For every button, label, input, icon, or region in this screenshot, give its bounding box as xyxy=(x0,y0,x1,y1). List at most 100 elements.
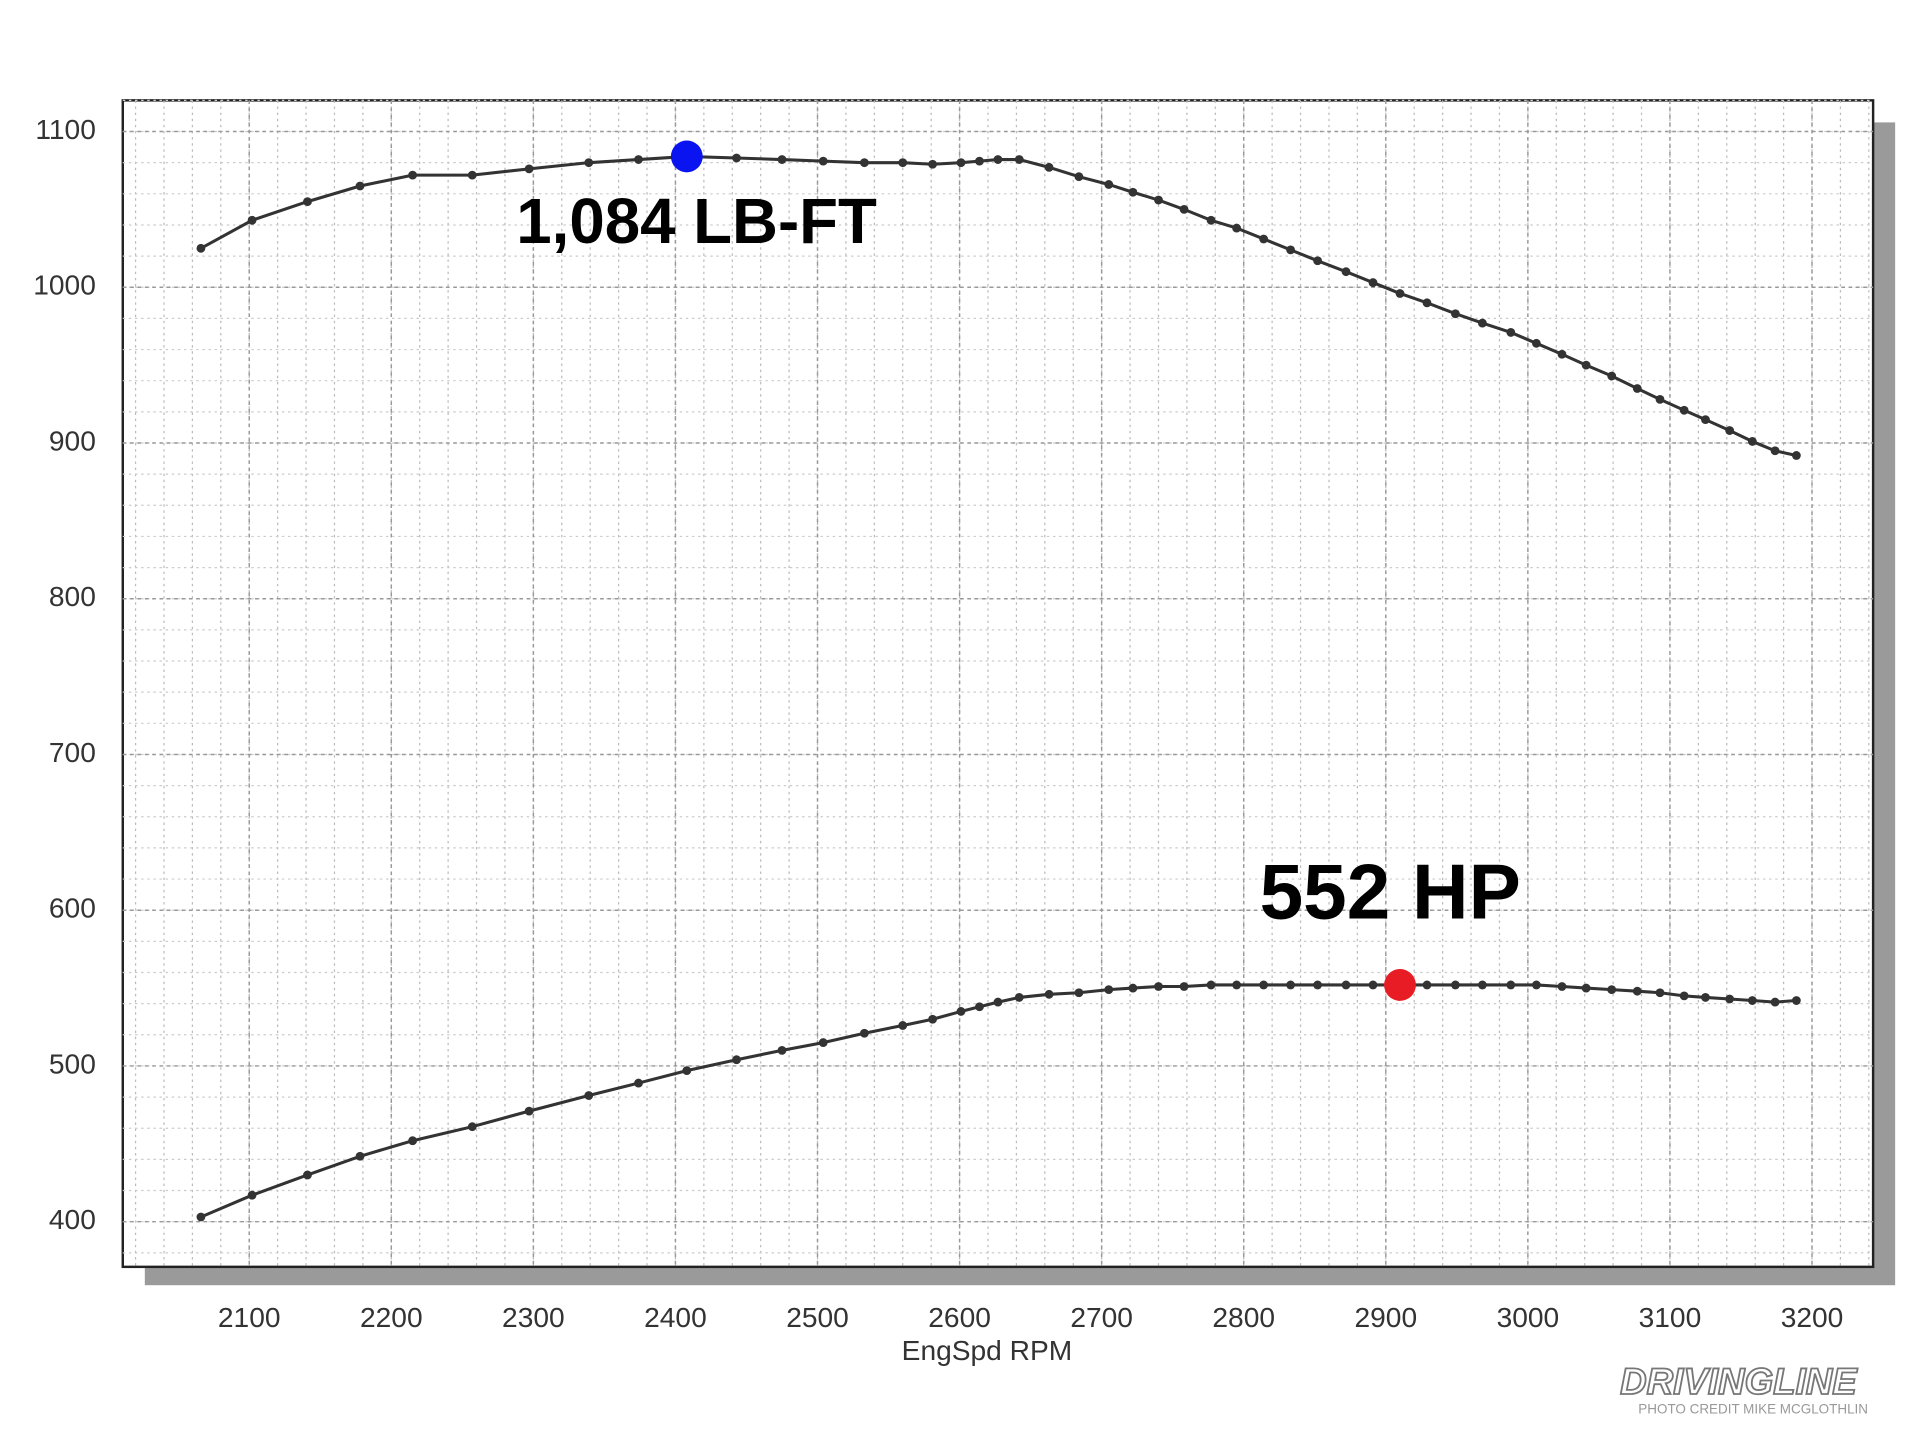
data-point xyxy=(524,164,534,174)
data-point xyxy=(1725,994,1735,1004)
data-point xyxy=(1581,360,1591,370)
data-point xyxy=(1506,980,1516,990)
data-point xyxy=(1531,338,1541,348)
data-point xyxy=(1014,993,1024,1002)
data-point xyxy=(1154,195,1163,205)
data-point xyxy=(1725,426,1735,435)
data-point xyxy=(818,156,828,166)
data-point xyxy=(732,1055,741,1065)
data-point xyxy=(956,1007,966,1016)
data-point xyxy=(1104,985,1114,995)
watermark: DRIVINGLINE xyxy=(1620,1361,1858,1402)
data-point xyxy=(928,159,937,169)
data-point xyxy=(1259,234,1269,244)
data-point xyxy=(1557,982,1567,991)
data-point xyxy=(1044,989,1054,999)
x-tick-label: 2400 xyxy=(644,1302,707,1333)
data-point xyxy=(1557,349,1567,359)
y-tick-label: 400 xyxy=(49,1204,96,1235)
data-point xyxy=(1607,371,1617,381)
data-point xyxy=(732,153,741,163)
data-point xyxy=(1395,289,1405,298)
x-tick-label: 2300 xyxy=(502,1302,565,1333)
data-point xyxy=(584,1091,594,1100)
ticks: 2100 2200 2300 2400 2500 2600 2700 2800 2900 3000… xyxy=(33,114,1843,1333)
peak-annotation: 1,084 LB-FT xyxy=(516,186,877,257)
data-point xyxy=(408,170,418,180)
data-point xyxy=(1313,980,1323,990)
x-tick-label: 2700 xyxy=(1070,1302,1133,1333)
data-point xyxy=(1259,980,1269,990)
data-point xyxy=(1791,451,1801,460)
data-point xyxy=(1179,982,1189,991)
data-point xyxy=(1368,278,1378,287)
data-point xyxy=(1206,215,1216,225)
data-point xyxy=(1478,980,1487,990)
data-point xyxy=(1478,318,1487,328)
data-point xyxy=(898,158,908,168)
data-point xyxy=(303,1170,312,1180)
data-point xyxy=(1791,996,1801,1005)
data-point xyxy=(467,170,477,180)
data-point xyxy=(408,1136,418,1146)
data-point xyxy=(634,1078,643,1088)
data-point xyxy=(1206,980,1216,990)
series-line xyxy=(200,154,1797,457)
data-point xyxy=(975,1002,984,1012)
data-point xyxy=(993,155,1003,164)
x-tick-label: 3200 xyxy=(1781,1302,1844,1333)
data-point xyxy=(355,1151,365,1161)
data-point xyxy=(1679,991,1689,1001)
data-point xyxy=(1701,415,1710,425)
x-tick-label: 3100 xyxy=(1639,1302,1702,1333)
x-axis-label: EngSpd RPM xyxy=(902,1335,1072,1366)
x-tick-label: 2800 xyxy=(1212,1302,1275,1333)
grid xyxy=(122,99,1874,1267)
data-point xyxy=(1341,267,1351,277)
data-point xyxy=(1074,172,1084,182)
plot-frame xyxy=(121,99,1875,1269)
data-point xyxy=(1655,988,1665,998)
data-point xyxy=(1232,980,1242,990)
data-point xyxy=(196,1212,206,1222)
data-point xyxy=(1286,980,1296,990)
y-tick-label: 500 xyxy=(49,1048,96,1079)
data-point xyxy=(975,156,984,166)
data-point xyxy=(303,197,312,207)
data-point xyxy=(1655,394,1665,404)
data-point xyxy=(818,1038,828,1047)
data-point xyxy=(1128,187,1138,197)
peak-marker xyxy=(1384,969,1416,1001)
data-point xyxy=(1679,405,1689,415)
data-point xyxy=(928,1014,937,1024)
data-point xyxy=(682,1066,692,1076)
data-point xyxy=(1607,985,1617,995)
data-point xyxy=(1451,980,1460,990)
y-tick-label: 600 xyxy=(49,893,96,924)
data-point xyxy=(1014,155,1024,164)
y-tick-label: 800 xyxy=(49,581,96,612)
data-point xyxy=(777,1045,787,1055)
y-tick-label: 700 xyxy=(49,737,96,768)
data-point xyxy=(1747,996,1757,1005)
data-point xyxy=(1422,298,1432,308)
y-tick-label: 900 xyxy=(49,425,96,456)
x-tick-label: 2500 xyxy=(786,1302,849,1333)
data-point xyxy=(1341,980,1351,990)
x-tick-label: 2100 xyxy=(218,1302,281,1333)
data-point xyxy=(1232,223,1242,233)
x-tick-label: 2900 xyxy=(1354,1302,1417,1333)
data-point xyxy=(1422,980,1432,990)
data-point xyxy=(956,158,966,168)
data-point xyxy=(247,215,257,225)
data-point xyxy=(1044,162,1054,172)
data-point xyxy=(1286,245,1296,255)
data-point xyxy=(1632,986,1642,996)
data-point xyxy=(584,158,594,168)
photo-credit: PHOTO CREDIT MIKE MCGLOTHLIN xyxy=(1638,1402,1868,1417)
data-point xyxy=(1313,256,1323,266)
data-point xyxy=(1451,309,1460,319)
x-tick-label: 3000 xyxy=(1497,1302,1560,1333)
x-tick-label: 2600 xyxy=(928,1302,991,1333)
